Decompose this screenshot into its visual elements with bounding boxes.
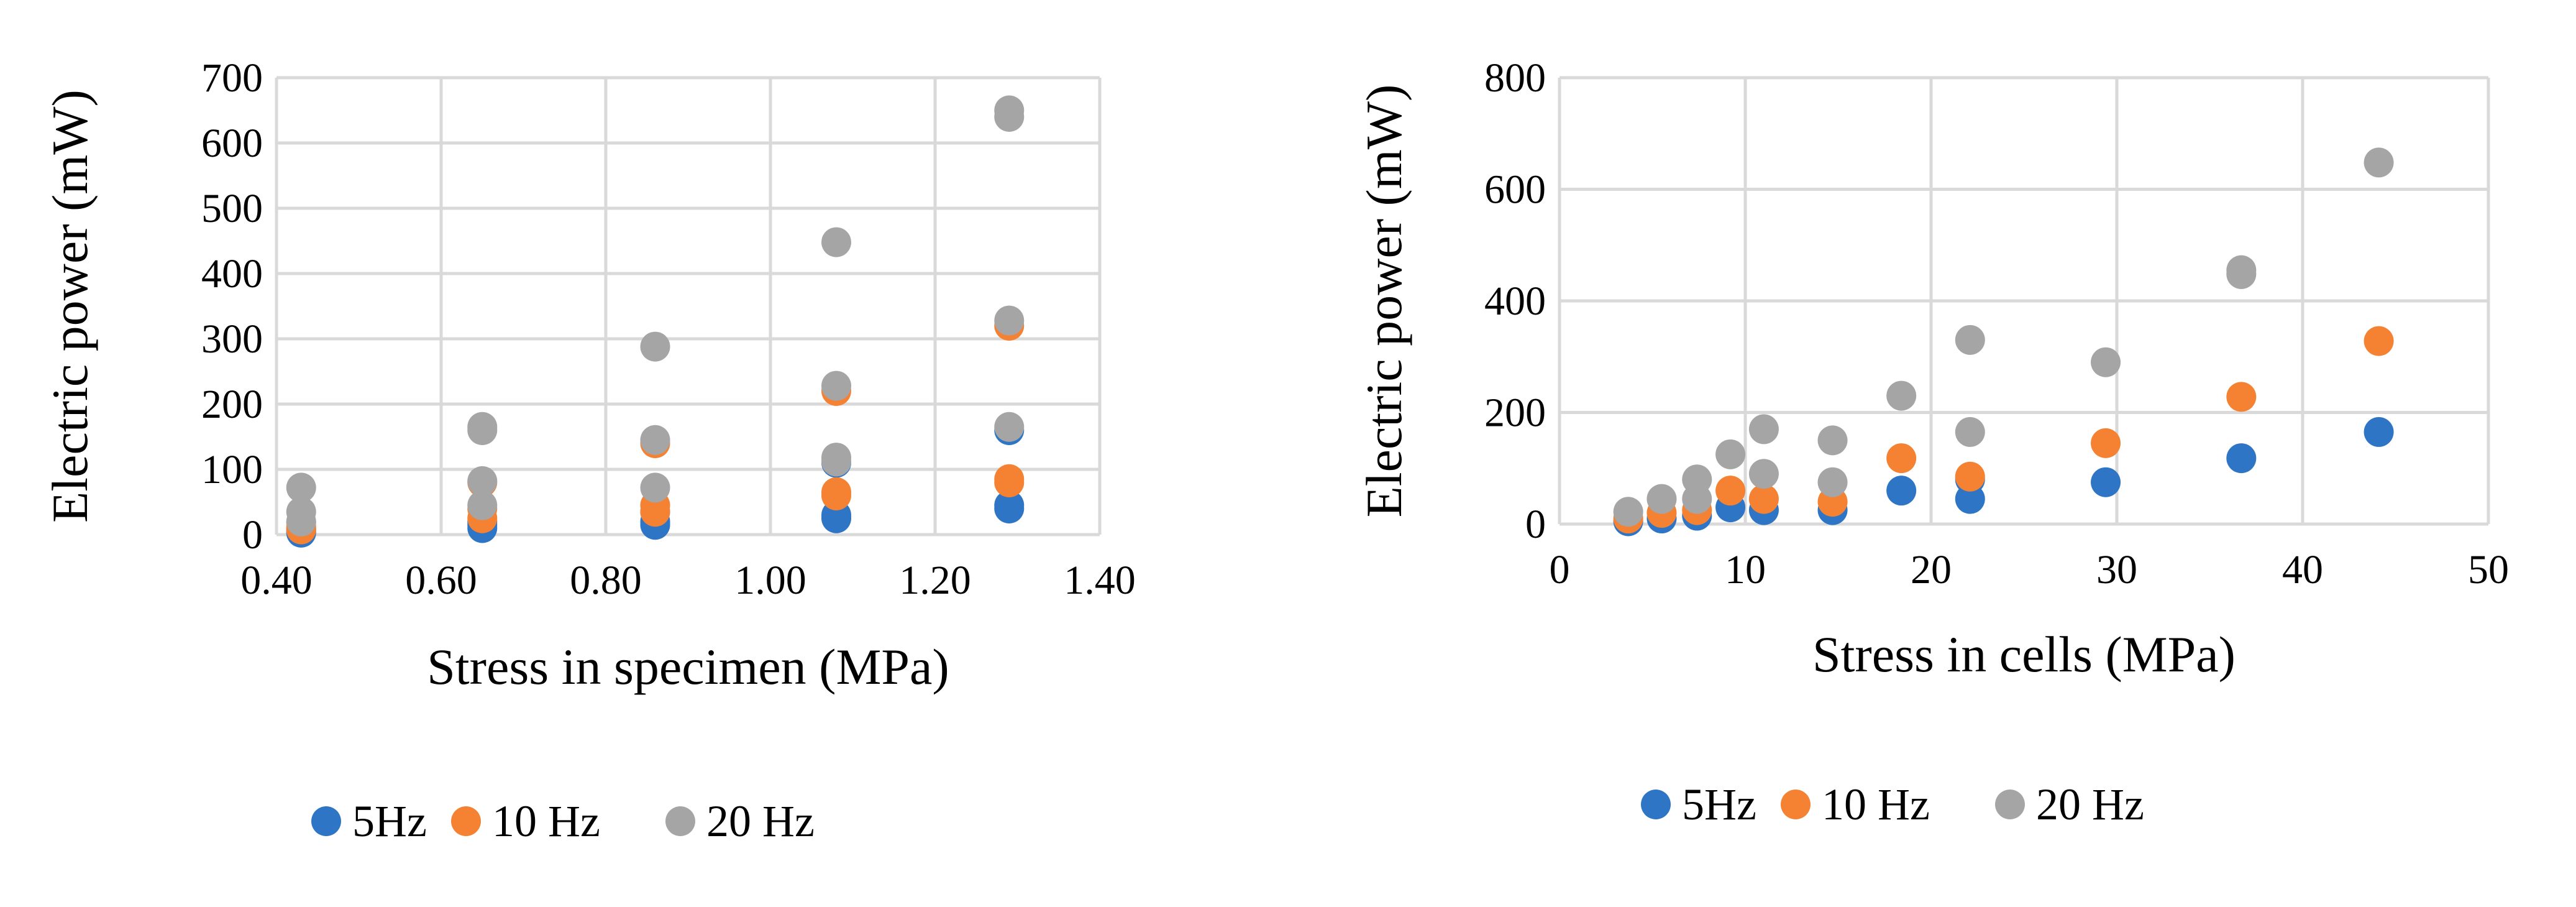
data-point <box>821 443 851 473</box>
legend-label: 20 Hz <box>2036 780 2144 829</box>
data-point <box>1647 484 1677 514</box>
data-point <box>2226 255 2257 285</box>
data-point <box>994 305 1025 336</box>
data-point <box>2364 147 2394 178</box>
data-point <box>1682 464 1712 495</box>
data-point <box>640 425 670 455</box>
data-point <box>286 497 316 527</box>
y-tick-label: 400 <box>1484 279 1546 324</box>
x-tick-label: 20 <box>1911 547 1952 592</box>
chart-specimen-stress: 0 100 200 300 400 500 600 700 0.40 0.60 0.80 1.00 1.… <box>42 55 1136 846</box>
data-point <box>1817 467 1848 497</box>
data-point <box>994 490 1025 520</box>
data-point <box>1886 476 1917 506</box>
data-point <box>467 412 498 442</box>
data-point <box>2226 382 2257 412</box>
legend-marker <box>311 806 341 836</box>
y-tick-label: 0 <box>242 512 263 558</box>
y-axis-title: Electric power (mW) <box>1356 85 1412 518</box>
y-tick-label: 500 <box>201 186 263 231</box>
data-point <box>1748 484 1779 514</box>
y-tick-label: 600 <box>201 121 263 166</box>
legend-label: 20 Hz <box>706 796 815 846</box>
y-tick-label: 0 <box>1525 502 1546 547</box>
legend: 5Hz 10 Hz 20 Hz <box>1641 780 2144 829</box>
data-point <box>2364 326 2394 356</box>
data-point <box>1955 325 1985 355</box>
chart-cell-stress: 0 200 400 600 800 0 10 20 30 40 50 Electric power (… <box>1356 55 2509 829</box>
y-tick-label: 700 <box>201 55 263 101</box>
y-tick-label: 400 <box>201 251 263 297</box>
y-tick-label: 200 <box>201 382 263 427</box>
data-point <box>1886 443 1917 474</box>
x-tick-label: 30 <box>2096 547 2137 592</box>
legend-marker <box>451 806 481 836</box>
series-20hz <box>1613 147 2394 527</box>
data-point <box>821 227 851 257</box>
data-point <box>994 95 1025 126</box>
data-point <box>640 331 670 362</box>
data-point <box>821 477 851 507</box>
x-tick-label: 0.60 <box>405 558 477 603</box>
x-tick-label: 10 <box>1725 547 1766 592</box>
y-tick-label: 100 <box>201 447 263 492</box>
legend-marker <box>1995 790 2025 819</box>
data-point <box>2364 417 2394 447</box>
data-point <box>994 464 1025 494</box>
legend-marker <box>1641 790 1671 819</box>
legend-marker <box>1781 790 1811 819</box>
data-point <box>286 472 316 503</box>
data-point <box>1817 425 1848 456</box>
legend-label: 10 Hz <box>492 796 600 846</box>
data-point <box>1955 461 1985 492</box>
x-tick-label: 40 <box>2282 547 2323 592</box>
legend-label: 10 Hz <box>1822 780 1930 829</box>
series-10hz <box>1613 326 2394 534</box>
data-point <box>2226 443 2257 474</box>
legend-marker <box>665 806 695 836</box>
data-point <box>1748 414 1779 444</box>
series-20hz <box>286 95 1025 536</box>
data-point <box>640 472 670 503</box>
data-point <box>1613 497 1643 527</box>
data-point <box>994 412 1025 442</box>
data-point <box>1715 476 1746 506</box>
legend-label: 5Hz <box>352 796 427 846</box>
legend: 5Hz 10 Hz 20 Hz <box>311 796 815 846</box>
data-point <box>1715 439 1746 469</box>
y-tick-label: 200 <box>1484 390 1546 436</box>
data-point <box>821 371 851 401</box>
y-axis-title: Electric power (mW) <box>42 90 98 523</box>
x-tick-label: 0.80 <box>570 558 642 603</box>
x-tick-label: 50 <box>2468 547 2509 592</box>
data-point <box>1955 417 1985 447</box>
y-tick-label: 300 <box>201 316 263 362</box>
x-tick-label: 1.20 <box>899 558 971 603</box>
legend-label: 5Hz <box>1682 780 1756 829</box>
data-point <box>467 490 498 520</box>
x-tick-label: 0 <box>1550 547 1570 592</box>
x-tick-label: 0.40 <box>240 558 313 603</box>
data-point <box>1886 380 1917 411</box>
data-point <box>2091 428 2121 458</box>
data-point <box>1748 459 1779 489</box>
x-axis-title: Stress in specimen (MPa) <box>427 638 949 695</box>
y-tick-label: 800 <box>1484 55 1546 101</box>
x-tick-label: 1.00 <box>734 558 806 603</box>
y-tick-label: 600 <box>1484 167 1546 213</box>
data-point <box>2091 347 2121 377</box>
data-point <box>467 466 498 496</box>
data-point <box>2091 467 2121 497</box>
x-axis-title: Stress in cells (MPa) <box>1812 626 2236 683</box>
x-tick-label: 1.40 <box>1064 558 1136 603</box>
